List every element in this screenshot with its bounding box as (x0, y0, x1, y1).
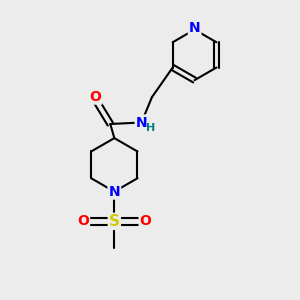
Text: O: O (140, 214, 152, 228)
Text: N: N (136, 116, 147, 130)
Text: N: N (109, 184, 120, 199)
Text: S: S (109, 214, 120, 229)
Text: H: H (146, 123, 156, 133)
Text: O: O (77, 214, 89, 228)
Text: O: O (89, 90, 101, 104)
Text: N: N (189, 21, 200, 35)
